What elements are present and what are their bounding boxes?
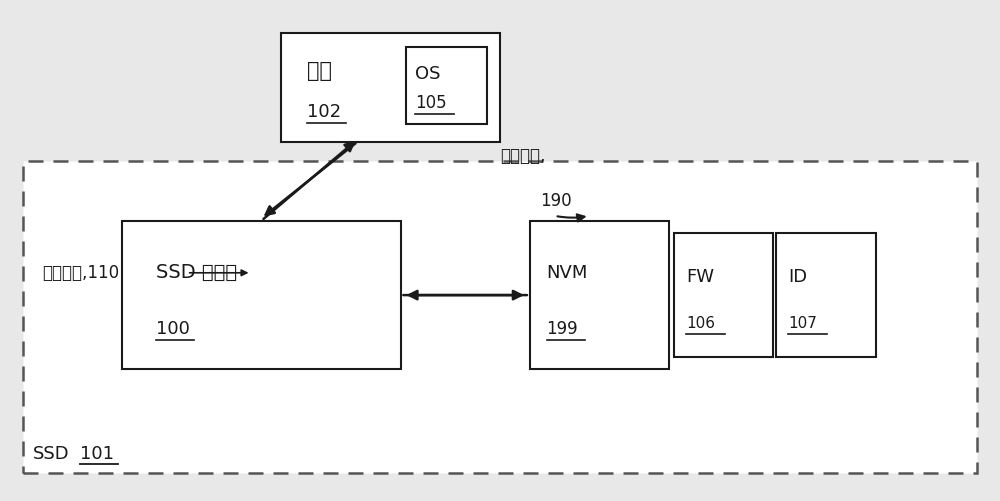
Text: 100: 100: [156, 320, 189, 338]
Text: 190: 190: [540, 192, 571, 210]
FancyBboxPatch shape: [776, 233, 876, 357]
Text: SSD: SSD: [33, 444, 69, 462]
Text: 102: 102: [307, 103, 342, 121]
FancyBboxPatch shape: [23, 161, 977, 473]
Text: SSD 控制器: SSD 控制器: [156, 264, 237, 282]
Text: 101: 101: [80, 444, 114, 462]
Text: ID: ID: [788, 268, 808, 286]
Text: 199: 199: [547, 320, 578, 338]
Text: 外部接口,110: 外部接口,110: [43, 264, 120, 282]
Text: 设备接口,: 设备接口,: [500, 147, 545, 165]
Text: 106: 106: [686, 316, 715, 331]
Text: FW: FW: [686, 268, 714, 286]
FancyBboxPatch shape: [674, 233, 773, 357]
Text: 105: 105: [415, 94, 447, 112]
FancyBboxPatch shape: [281, 33, 500, 141]
FancyBboxPatch shape: [122, 221, 401, 369]
Text: 107: 107: [788, 316, 817, 331]
FancyBboxPatch shape: [406, 48, 487, 124]
FancyBboxPatch shape: [530, 221, 669, 369]
Text: NVM: NVM: [547, 264, 588, 282]
Text: OS: OS: [415, 65, 441, 83]
Text: 主机: 主机: [307, 61, 332, 81]
